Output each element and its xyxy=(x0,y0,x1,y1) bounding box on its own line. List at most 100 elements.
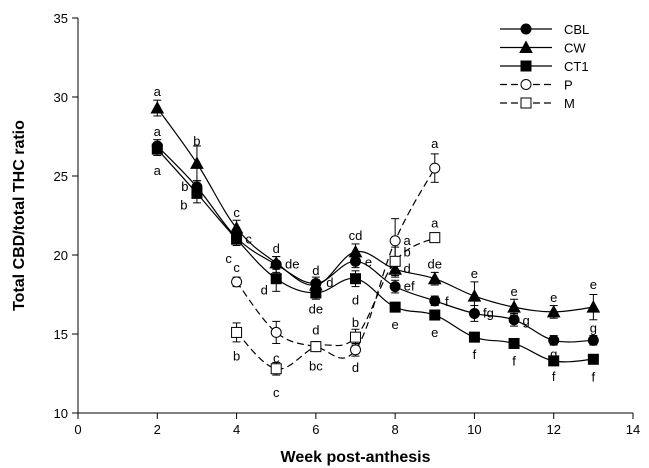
sig-label-ct1: f xyxy=(512,353,516,368)
data-point-m xyxy=(350,331,361,343)
data-point-ct1 xyxy=(310,287,322,299)
sig-label-p: a xyxy=(431,136,439,151)
sig-label-cw: e xyxy=(550,290,557,305)
data-point-ct1 xyxy=(151,143,163,155)
series-p xyxy=(231,153,441,359)
legend-label-cw: CW xyxy=(564,41,586,56)
sig-label-cbl: g xyxy=(590,320,597,335)
y-tick-label: 25 xyxy=(54,169,68,184)
data-point-ct1 xyxy=(548,355,560,367)
data-point-cw xyxy=(150,101,165,114)
data-point-ct1 xyxy=(350,273,361,285)
sig-label-m: bc xyxy=(309,359,323,374)
data-point-p xyxy=(429,162,441,174)
x-tick-label: 0 xyxy=(74,422,81,437)
legend-marker-cw xyxy=(519,40,533,53)
data-point-ct1 xyxy=(389,301,401,313)
data-point-cbl xyxy=(548,334,560,346)
sig-label-cbl: f xyxy=(445,294,449,309)
sig-label-cw: d xyxy=(404,261,411,276)
series-cbl xyxy=(151,139,599,346)
sig-label-ct1: d xyxy=(352,293,359,308)
x-tick-label: 12 xyxy=(546,422,560,437)
data-point-p xyxy=(389,235,401,247)
sig-label-cw: b xyxy=(193,133,200,148)
sig-label-m: b xyxy=(233,348,240,363)
legend-marker-ct1 xyxy=(520,60,532,72)
data-point-ct1 xyxy=(231,233,243,245)
x-tick-label: 10 xyxy=(467,422,481,437)
data-point-ct1 xyxy=(270,273,282,285)
sig-label-ct1: d xyxy=(261,283,268,298)
sig-label-ct1: e xyxy=(392,317,399,332)
data-point-cw xyxy=(190,156,204,169)
sig-label-cbl: de xyxy=(285,256,299,271)
data-point-m xyxy=(270,363,282,375)
data-point-cw xyxy=(546,304,561,318)
sig-label-cbl: ef xyxy=(404,279,415,294)
legend-label-m: M xyxy=(564,96,575,111)
series-m xyxy=(231,232,441,376)
data-point-cw xyxy=(507,300,521,313)
sig-label-cbl: g xyxy=(522,313,529,328)
sig-label-m: c xyxy=(273,385,280,400)
series-line-cw xyxy=(156,107,594,313)
sig-label-m: a xyxy=(431,216,439,231)
data-point-ct1 xyxy=(508,337,520,349)
sig-label-cw: a xyxy=(154,84,162,99)
data-point-cw xyxy=(229,221,244,234)
sig-label-cw: cd xyxy=(349,228,363,243)
y-tick-label: 30 xyxy=(54,90,68,105)
sig-label-ct1: a xyxy=(154,163,162,178)
data-point-ct1 xyxy=(468,331,480,343)
sig-label-ct1: f xyxy=(552,369,556,384)
legend-marker-m xyxy=(520,97,532,109)
sig-label-m: b xyxy=(404,244,411,259)
data-point-p xyxy=(270,326,282,338)
series-cw xyxy=(150,99,601,321)
y-tick-label: 35 xyxy=(54,11,68,26)
legend-label-ct1: CT1 xyxy=(564,59,589,74)
data-point-cw xyxy=(467,289,482,302)
y-tick-label: 10 xyxy=(54,406,68,421)
x-tick-label: 6 xyxy=(312,422,319,437)
data-point-m xyxy=(231,326,243,338)
x-tick-label: 2 xyxy=(154,422,161,437)
legend: CBL CW CT1 PM xyxy=(500,22,589,111)
series-ct1 xyxy=(151,142,599,367)
sig-label-cbl: b xyxy=(181,179,188,194)
legend-item-p: P xyxy=(500,78,573,93)
y-tick-label: 15 xyxy=(54,327,68,342)
sig-label-cw: d xyxy=(273,241,280,256)
data-point-cw xyxy=(427,271,442,285)
x-tick-label: 14 xyxy=(626,422,640,437)
sig-label-p: d xyxy=(312,323,319,338)
y-axis-title: Total CBD/total THC ratio xyxy=(11,120,28,311)
sig-label-ct1: f xyxy=(592,369,596,384)
data-point-cbl xyxy=(587,334,599,346)
sig-label-p: d xyxy=(352,360,359,375)
series-layer xyxy=(150,99,601,376)
data-point-cw xyxy=(586,300,601,313)
sig-label-ct1: e xyxy=(431,325,438,340)
x-tick-label: 4 xyxy=(233,422,240,437)
sig-label-cbl: c xyxy=(245,232,252,247)
sig-label-p: a xyxy=(404,233,412,248)
legend-label-p: P xyxy=(564,78,573,93)
axes: 0 2 4 6 8 10 12 14 10 15 20 25 30 35 xyxy=(54,11,641,437)
legend-marker-cbl xyxy=(520,23,532,35)
sig-label-cbl: g xyxy=(550,346,557,361)
legend-item-ct1: CT1 xyxy=(500,59,589,74)
sig-label-cw: c xyxy=(233,205,240,220)
sig-label-cbl: de xyxy=(309,301,323,316)
data-point-m xyxy=(389,255,401,267)
sig-label-cw: de xyxy=(428,257,442,272)
sig-label-cw: e xyxy=(471,266,478,281)
data-point-ct1 xyxy=(191,187,203,199)
sig-label-ct1: d xyxy=(326,275,333,290)
sig-label-m: b xyxy=(352,315,359,330)
data-point-ct1 xyxy=(587,353,599,365)
legend-item-m: M xyxy=(500,96,575,111)
sig-label-ct1: c xyxy=(225,251,232,266)
